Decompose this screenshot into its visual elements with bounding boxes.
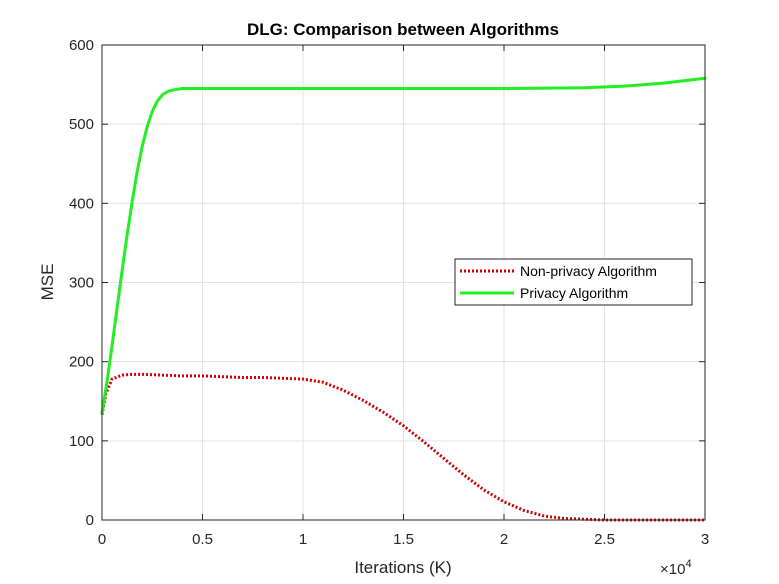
x-tick-label: 3 bbox=[701, 531, 709, 548]
series-line-privacy bbox=[100, 76, 707, 415]
x-tick-label: 1.5 bbox=[393, 531, 414, 548]
legend-box bbox=[454, 258, 693, 306]
legend: Non-privacy Algorithm Privacy Algorithm bbox=[454, 258, 693, 306]
legend-label-privacy: Privacy Algorithm bbox=[520, 285, 628, 301]
y-tick-label: 100 bbox=[69, 433, 94, 450]
x-tick-label: 2 bbox=[500, 531, 508, 548]
x-tick-label: 0 bbox=[98, 531, 106, 548]
x-tick-labels: 0 0.5 1 1.5 2 2.5 3 bbox=[98, 531, 709, 548]
x-tick-label: 1 bbox=[299, 531, 307, 548]
x-tick-label: 0.5 bbox=[192, 531, 213, 548]
y-axis-label: MSE bbox=[38, 264, 57, 301]
y-tick-label: 300 bbox=[69, 275, 94, 292]
y-tick-label: 400 bbox=[69, 195, 94, 212]
y-tick-label: 600 bbox=[69, 37, 94, 54]
x-axis-label: Iterations (K) bbox=[354, 558, 451, 577]
legend-label-non-privacy: Non-privacy Algorithm bbox=[520, 263, 657, 279]
y-tick-label: 500 bbox=[69, 116, 94, 133]
x-axis-multiplier: ×104 bbox=[660, 558, 692, 578]
y-tick-label: 0 bbox=[86, 512, 94, 529]
axis-ticks bbox=[101, 44, 706, 521]
x-tick-label: 2.5 bbox=[594, 531, 615, 548]
x-axis-multiplier-base: ×10 bbox=[660, 561, 685, 578]
x-axis-multiplier-exponent: 4 bbox=[685, 558, 691, 570]
y-tick-labels: 0 100 200 300 400 500 600 bbox=[69, 37, 94, 529]
chart-title: DLG: Comparison between Algorithms bbox=[247, 20, 559, 39]
y-tick-label: 200 bbox=[69, 354, 94, 371]
